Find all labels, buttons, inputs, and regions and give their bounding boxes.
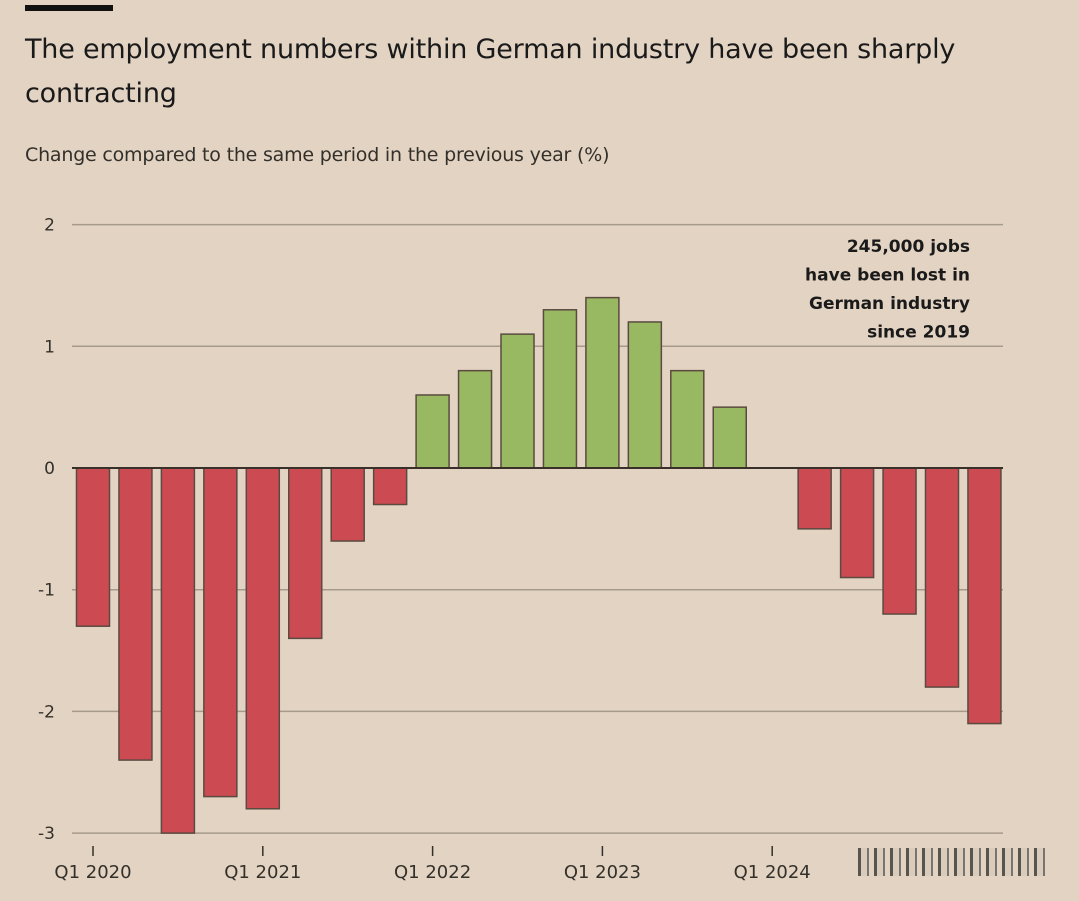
y-tick-label: 0 xyxy=(44,459,55,479)
bar-q4-2021 xyxy=(372,467,408,506)
annotation-line: German industry xyxy=(809,294,970,314)
bar-q2-2021 xyxy=(288,467,323,640)
x-tick-label: Q1 2020 xyxy=(54,862,131,883)
bar-q2-2022 xyxy=(457,369,493,469)
annotation-line: since 2019 xyxy=(867,323,970,343)
y-tick-label: -2 xyxy=(38,702,55,722)
bar-q4-2022 xyxy=(542,309,578,469)
chart-title: The employment numbers within German ind… xyxy=(25,34,956,109)
bar-q3-2024 xyxy=(839,467,875,579)
x-tick-label: Q1 2021 xyxy=(224,862,301,883)
bar-q3-2020 xyxy=(160,467,196,834)
bar-q1-2021 xyxy=(245,467,281,810)
bar-q1-2023 xyxy=(585,296,620,469)
brand-bar xyxy=(25,5,113,11)
bar-q2-2020 xyxy=(118,467,153,761)
bar-q3-2022 xyxy=(500,333,535,469)
y-tick-label: 1 xyxy=(44,337,55,357)
bar-q3-2023 xyxy=(670,369,705,469)
bar-q1-2025 xyxy=(924,467,960,688)
bar-q1-2022 xyxy=(415,394,450,469)
bar-q4-2023 xyxy=(712,406,747,469)
y-tick-label: -1 xyxy=(38,581,55,601)
x-tick-label: Q1 2024 xyxy=(734,862,811,883)
bar-q3-2021 xyxy=(330,467,365,542)
annotation-line: 245,000 jobs xyxy=(847,237,970,257)
bar-q2-2024 xyxy=(797,467,832,530)
y-tick-label: -3 xyxy=(38,824,55,844)
y-tick-label: 2 xyxy=(44,216,55,236)
bar-q21 xyxy=(967,467,1002,725)
x-tick-label: Q1 2022 xyxy=(394,862,471,883)
bar-q2-2023 xyxy=(627,321,663,469)
bar-q4-2020 xyxy=(203,467,238,798)
bar-q1-2020 xyxy=(75,467,111,627)
bar-q4-2024 xyxy=(882,467,917,615)
x-tick-label: Q1 2023 xyxy=(564,862,641,883)
obscured-tick-label xyxy=(858,848,1048,876)
annotation-line: have been lost in xyxy=(805,266,970,286)
chart-subtitle: Change compared to the same period in th… xyxy=(25,144,610,166)
